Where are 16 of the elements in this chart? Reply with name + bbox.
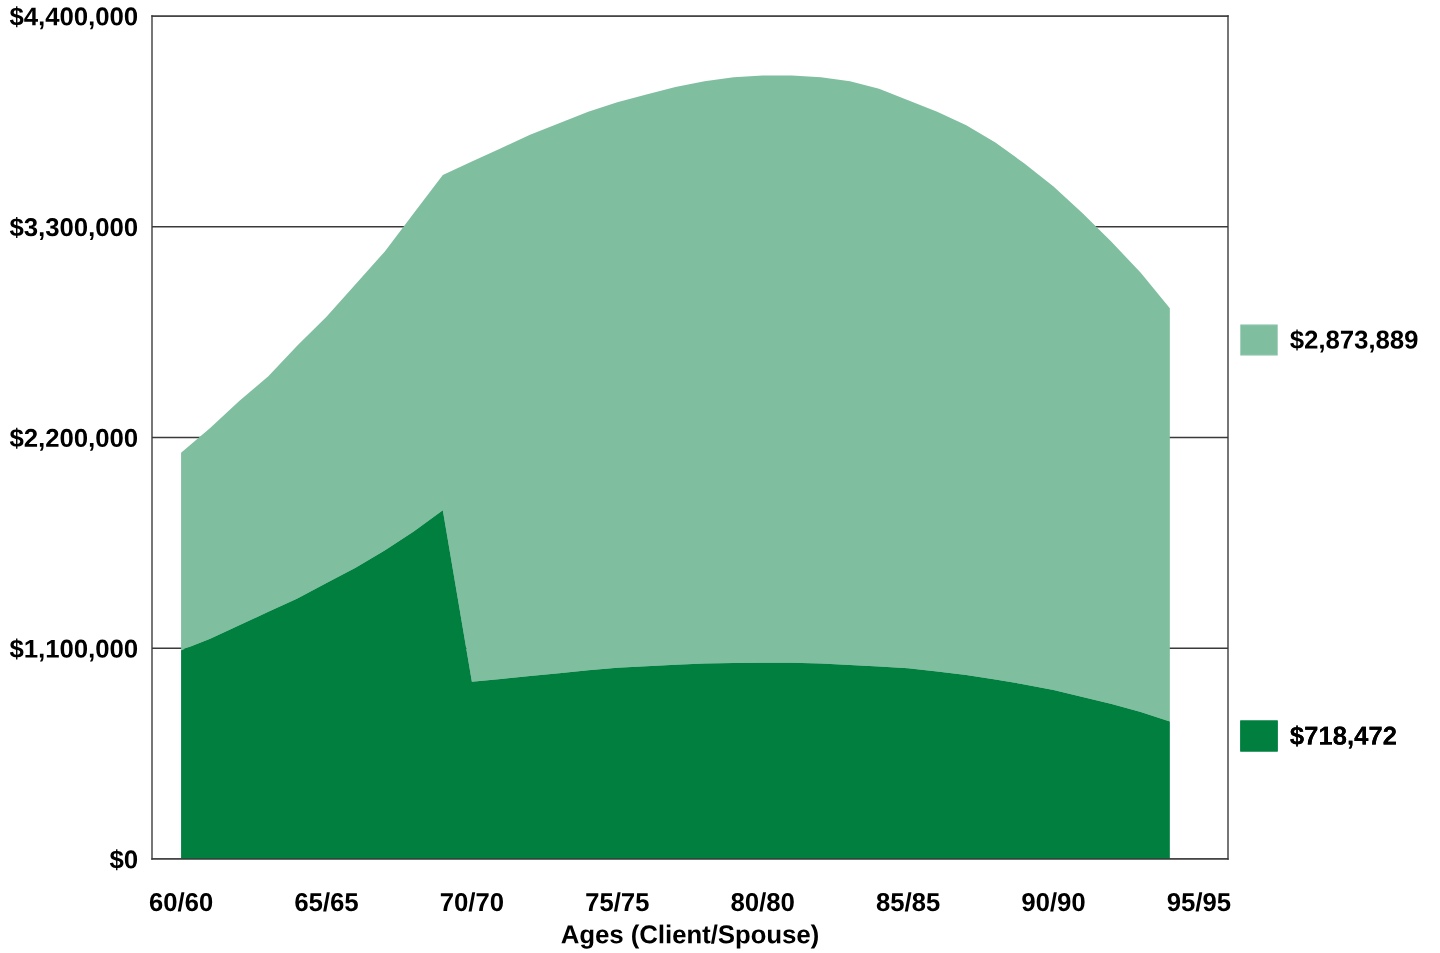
y-tick-label: $0: [109, 849, 138, 871]
x-tick-label: 65/65: [295, 892, 358, 912]
legend-label: $718,472: [1290, 725, 1396, 749]
x-tick-label: 85/85: [876, 892, 940, 912]
x-tick-label: 80/80: [731, 892, 794, 912]
y-tick-label: $2,200,000: [9, 427, 138, 451]
x-axis-title: Ages (Client/Spouse): [561, 924, 818, 949]
x-tick-label: 90/90: [1022, 892, 1085, 912]
x-tick-label: 75/75: [586, 892, 649, 912]
y-tick-label: $4,400,000: [9, 6, 138, 30]
legend-label: $2,873,889: [1290, 329, 1418, 353]
x-tick-label: 60/60: [149, 892, 213, 912]
y-tick-label: $3,300,000: [9, 216, 138, 241]
y-tick-label: $1,100,000: [9, 638, 138, 662]
x-tick-label: 95/95: [1167, 892, 1231, 912]
x-tick-label: 70/70: [440, 892, 503, 912]
